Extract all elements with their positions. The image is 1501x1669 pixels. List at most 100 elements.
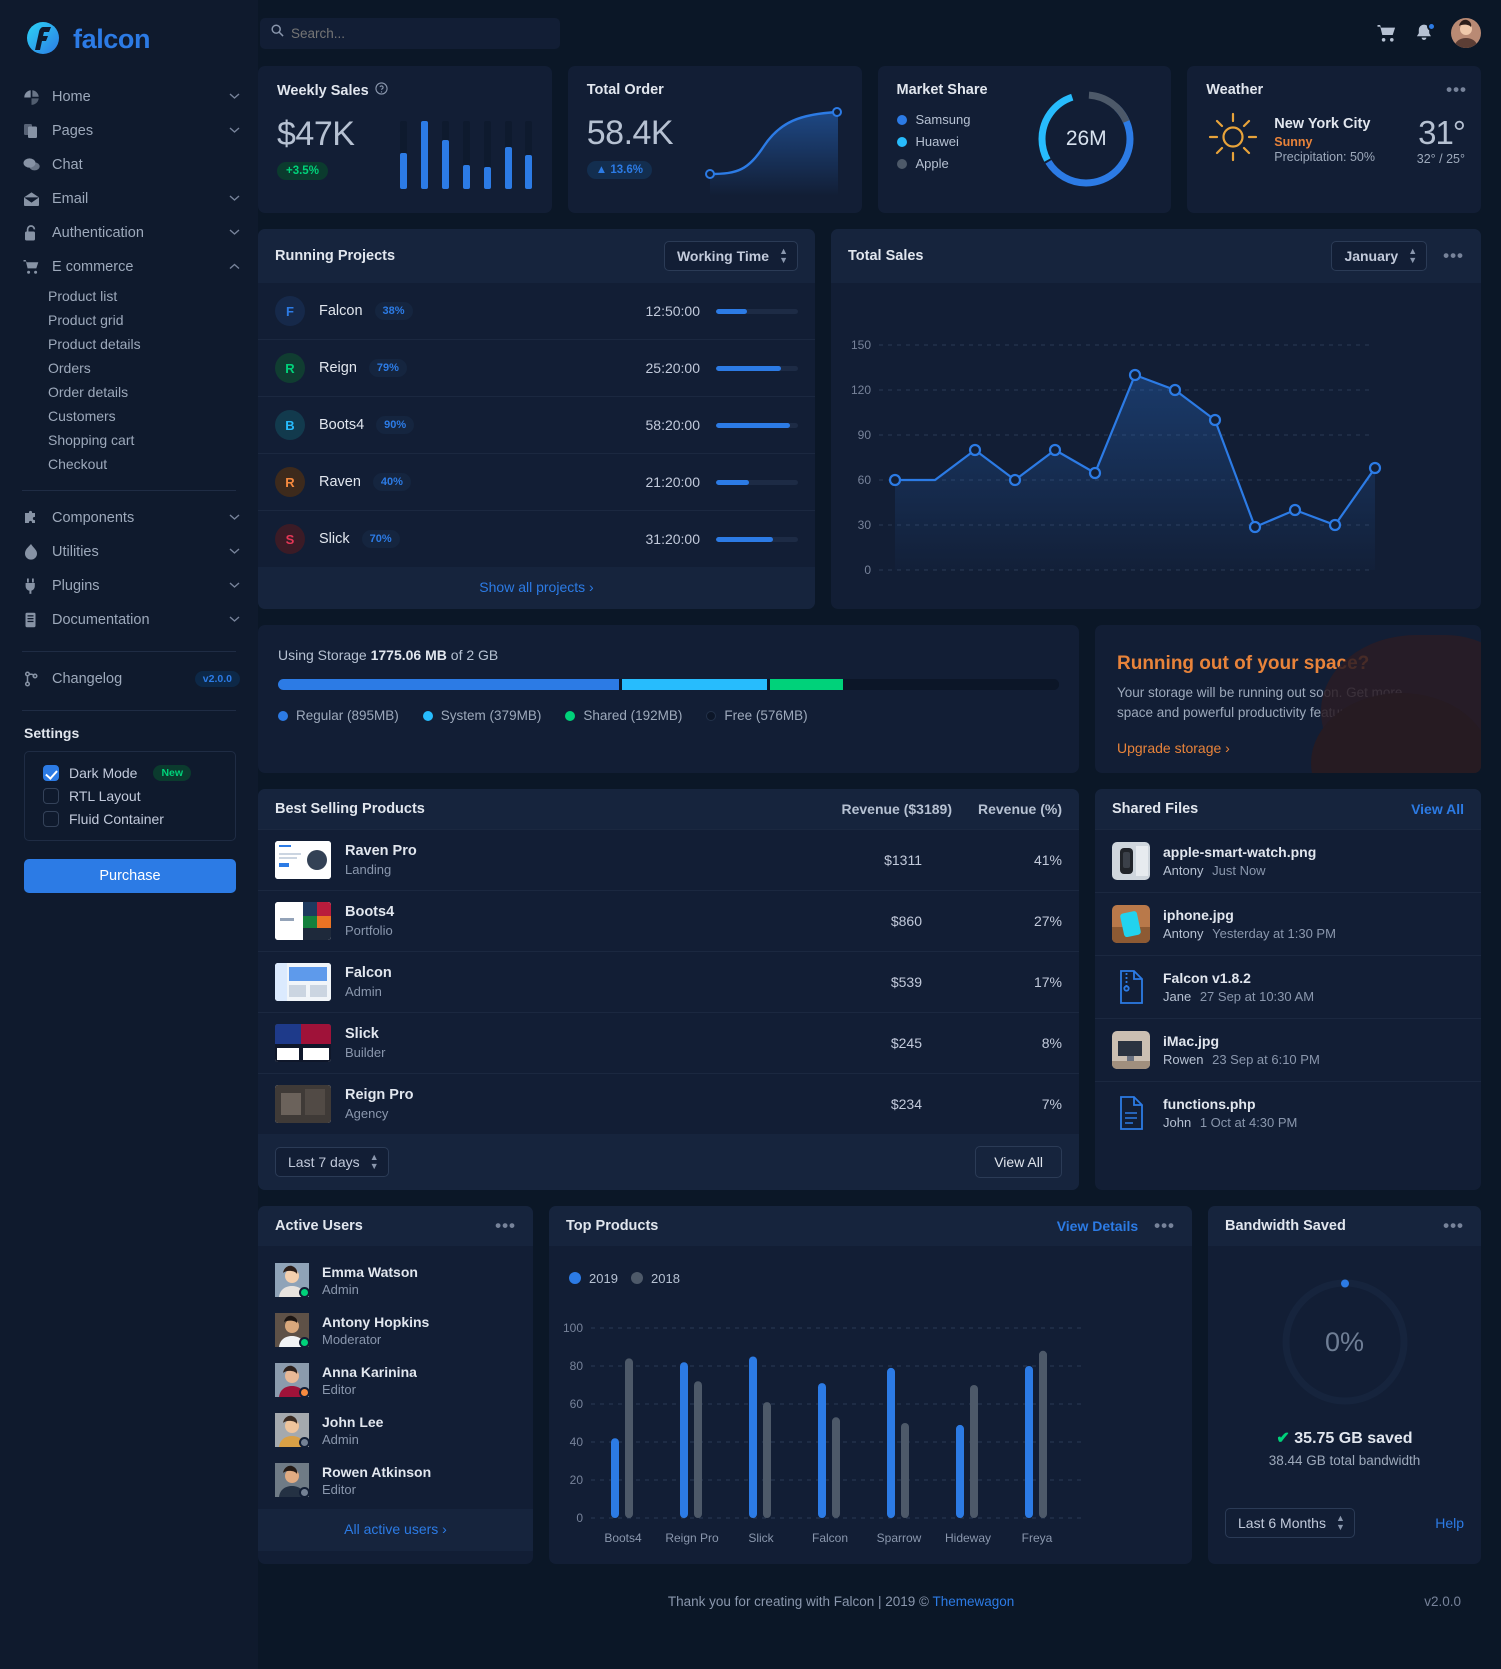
view-all-button[interactable]: View All (975, 1146, 1062, 1178)
working-time-select[interactable]: Working Time ▲ ▼ (663, 241, 798, 271)
sidebar-item-ecommerce[interactable]: E commerce (0, 250, 258, 284)
search-input[interactable] (291, 25, 549, 41)
list-item[interactable]: functions.php John 1 Oct at 4:30 PM (1095, 1081, 1481, 1144)
legend-label: Shared (192MB) (583, 708, 683, 723)
sidebar-item-pages[interactable]: Pages (0, 114, 258, 148)
list-item[interactable]: John Lee Admin (258, 1405, 533, 1455)
sidebar-item-chat[interactable]: Chat (0, 148, 258, 182)
chevron-down-icon[interactable] (229, 91, 240, 103)
card-header: Shared Files View All (1095, 789, 1481, 829)
chevron-down-icon[interactable] (229, 227, 240, 239)
ellipsis-icon[interactable]: ••• (1446, 80, 1467, 99)
chevron-up-icon[interactable] (229, 261, 240, 273)
sidebar-subitem-customers[interactable]: Customers (48, 408, 116, 424)
sidebar: falcon Home Pages (0, 0, 258, 1669)
sidebar-item-label: Components (52, 510, 135, 526)
sidebar-item-utilities[interactable]: Utilities (0, 535, 258, 569)
status-badge (299, 1437, 310, 1448)
list-item[interactable]: iMac.jpg Rowen 23 Sep at 6:10 PM (1095, 1018, 1481, 1081)
checkbox-icon[interactable] (43, 788, 59, 804)
chevron-down-icon[interactable] (229, 614, 240, 626)
sidebar-subitem-product-grid[interactable]: Product grid (48, 312, 124, 328)
project-avatar: R (275, 467, 305, 497)
list-item[interactable]: Antony Hopkins Moderator (258, 1305, 533, 1355)
table-row[interactable]: Falcon Admin $539 17% (258, 951, 1079, 1012)
setting-rtl-layout[interactable]: RTL Layout (43, 788, 223, 804)
file-time: 1 Oct at 4:30 PM (1199, 1115, 1298, 1130)
sidebar-subitem-checkout[interactable]: Checkout (48, 456, 108, 472)
card-footer: Last 6 Months ▲ ▼ Help (1208, 1496, 1481, 1550)
show-all-projects-link[interactable]: Show all projects › (479, 579, 594, 595)
table-row[interactable]: F Falcon 38% 12:50:00 (258, 283, 815, 339)
file-time: Just Now (1212, 863, 1266, 878)
bandwidth-range-select[interactable]: Last 6 Months ▲ ▼ (1225, 1508, 1355, 1538)
table-row[interactable]: R Raven 40% 21:20:00 (258, 453, 815, 510)
view-details-link[interactable]: View Details (1056, 1218, 1139, 1234)
table-row[interactable]: Slick Builder $245 8% (258, 1012, 1079, 1073)
table-row[interactable]: B Boots4 90% 58:20:00 (258, 396, 815, 453)
chevron-down-icon[interactable] (229, 512, 240, 524)
checkbox-checked-icon[interactable] (43, 765, 59, 781)
legend-label: Huawei (915, 134, 959, 149)
sidebar-item-changelog[interactable]: Changelog v2.0.0 (0, 662, 258, 696)
table-row[interactable]: R Reign 79% 25:20:00 (258, 339, 815, 396)
themewagon-link[interactable]: Themewagon (932, 1594, 1015, 1609)
sidebar-subitem-product-list[interactable]: Product list (48, 288, 118, 304)
purchase-button[interactable]: Purchase (24, 859, 236, 893)
question-circle-icon[interactable] (375, 82, 388, 99)
month-select[interactable]: January ▲ ▼ (1331, 241, 1428, 271)
bottom-row: Active Users ••• Emma Watson (258, 1206, 1481, 1564)
list-item[interactable]: Emma Watson Admin (258, 1255, 533, 1305)
chevron-down-icon[interactable] (229, 580, 240, 592)
avatar[interactable] (1451, 18, 1481, 48)
chevron-updown-icon: ▲ ▼ (1408, 245, 1418, 265)
table-row[interactable]: Boots4 Portfolio $860 27% (258, 890, 1079, 951)
setting-fluid-container[interactable]: Fluid Container (43, 811, 223, 827)
sidebar-subitem-orders[interactable]: Orders (48, 360, 91, 376)
help-link[interactable]: Help (1435, 1515, 1464, 1531)
chevron-down-icon[interactable] (229, 125, 240, 137)
table-row[interactable]: Raven Pro Landing $1311 41% (258, 829, 1079, 890)
product-revenue: $245 (890, 1035, 922, 1051)
top-products-card: Top Products View Details ••• 2019 2018 (549, 1206, 1192, 1564)
divider (22, 490, 236, 491)
date-range-select[interactable]: Last 7 days ▲ ▼ (275, 1147, 389, 1177)
table-row[interactable]: Reign Pro Agency $234 7% (258, 1073, 1079, 1134)
list-item[interactable]: apple-smart-watch.png Antony Just Now (1095, 829, 1481, 892)
sidebar-item-plugins[interactable]: Plugins (0, 569, 258, 603)
upgrade-storage-link[interactable]: Upgrade storage › (1117, 740, 1230, 757)
sidebar-item-components[interactable]: Components (0, 501, 258, 535)
list-item[interactable]: iphone.jpg Antony Yesterday at 1:30 PM (1095, 892, 1481, 955)
sidebar-subitem-order-details[interactable]: Order details (48, 384, 129, 400)
checkbox-icon[interactable] (43, 811, 59, 827)
ellipsis-icon[interactable]: ••• (1154, 1216, 1175, 1235)
ellipsis-icon[interactable]: ••• (1443, 246, 1464, 265)
sidebar-subitem-shopping-cart[interactable]: Shopping cart (48, 432, 135, 448)
book-icon (22, 611, 40, 629)
product-percent: 17% (1033, 974, 1062, 990)
sidebar-item-email[interactable]: Email (0, 182, 258, 216)
project-name: Reign (319, 360, 357, 376)
chevron-down-icon[interactable] (229, 193, 240, 205)
bell-icon[interactable] (1415, 21, 1436, 43)
list-item[interactable]: Anna Karinina Editor (258, 1355, 533, 1405)
project-percent: 70% (361, 530, 400, 548)
card-footer: Show all projects › (258, 567, 815, 609)
ellipsis-icon[interactable]: ••• (1443, 1216, 1464, 1235)
ellipsis-icon[interactable]: ••• (495, 1216, 516, 1235)
chevron-down-icon[interactable] (229, 546, 240, 558)
cart-icon[interactable] (1377, 24, 1397, 43)
all-active-users-link[interactable]: All active users › (344, 1521, 447, 1537)
best-selling-products-card: Best Selling Products Revenue ($3189) Re… (258, 789, 1079, 1190)
view-all-link[interactable]: View All (1411, 801, 1464, 817)
sidebar-item-home[interactable]: Home (0, 80, 258, 114)
sidebar-item-authentication[interactable]: Authentication (0, 216, 258, 250)
setting-dark-mode[interactable]: Dark Mode New (43, 765, 223, 781)
search-box[interactable] (260, 17, 560, 49)
table-row[interactable]: S Slick 70% 31:20:00 (258, 510, 815, 567)
sidebar-subitem-product-details[interactable]: Product details (48, 336, 141, 352)
list-item[interactable]: Rowen Atkinson Editor (258, 1455, 533, 1505)
brand-logo-link[interactable]: falcon (0, 0, 258, 80)
sidebar-item-documentation[interactable]: Documentation (0, 603, 258, 637)
list-item[interactable]: Falcon v1.8.2 Jane 27 Sep at 10:30 AM (1095, 955, 1481, 1018)
